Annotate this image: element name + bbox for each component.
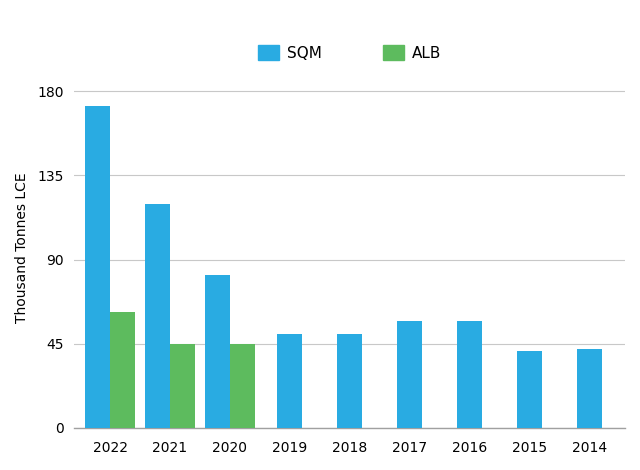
Bar <box>337 334 362 428</box>
Bar <box>397 321 422 428</box>
Bar <box>205 274 230 428</box>
Bar <box>145 204 170 428</box>
Bar <box>230 344 255 428</box>
Bar <box>277 334 302 428</box>
Bar <box>170 344 195 428</box>
Bar <box>516 351 542 428</box>
Bar <box>457 321 482 428</box>
Legend: SQM, ALB: SQM, ALB <box>252 39 447 67</box>
Bar <box>85 106 110 428</box>
Y-axis label: Thousand Tonnes LCE: Thousand Tonnes LCE <box>15 172 29 323</box>
Bar <box>577 349 602 428</box>
Bar <box>110 312 135 428</box>
